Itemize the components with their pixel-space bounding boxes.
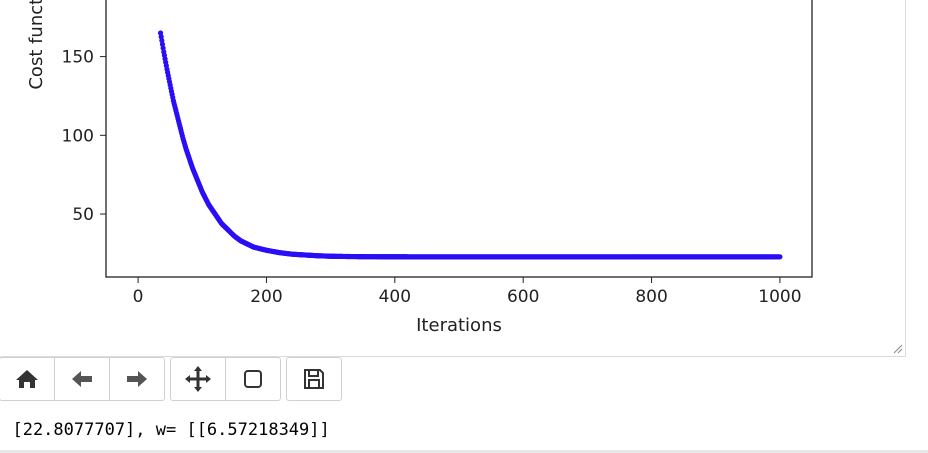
figure-toolbar [0, 357, 342, 403]
forward-button[interactable] [109, 357, 165, 401]
back-arrow-icon [72, 371, 92, 387]
nav-button-group [0, 357, 165, 403]
save-button-group [286, 357, 342, 403]
y-tick-label: 150 [62, 48, 94, 68]
home-button[interactable] [0, 357, 55, 401]
home-icon [16, 370, 38, 388]
cost-plot: 0 200 400 600 800 1000 50 100 150 Iterations Cost … [26, 0, 813, 336]
x-tick-label: 1000 [758, 287, 801, 307]
forward-arrow-icon [127, 371, 147, 387]
pan-button[interactable] [170, 357, 226, 401]
cell-output-text: : [22.8077707], w= [[6.57218349]] [0, 420, 330, 440]
x-tick-label: 800 [635, 287, 667, 307]
x-tick-label: 400 [379, 287, 411, 307]
tool-button-group [170, 357, 281, 403]
zoom-rect-button[interactable] [225, 357, 281, 401]
y-tick-label: 100 [62, 126, 94, 146]
y-axis-label: Cost function [26, 0, 47, 90]
resize-handle-icon[interactable] [893, 344, 903, 354]
pan-icon [185, 366, 211, 392]
back-button[interactable] [54, 357, 110, 401]
zoom-rect-icon [244, 370, 262, 388]
save-icon [304, 369, 324, 389]
x-axis-label: Iterations [416, 315, 502, 336]
save-button[interactable] [286, 357, 342, 401]
x-tick-label: 0 [133, 287, 144, 307]
y-tick-label: 50 [72, 205, 94, 225]
x-tick-label: 200 [250, 287, 282, 307]
figure-canvas: 0 200 400 600 800 1000 50 100 150 Iterations Cost … [0, 0, 906, 357]
data-point [777, 254, 783, 260]
plot-area-frame [105, 0, 813, 278]
bottom-divider [0, 450, 928, 453]
x-tick-label: 600 [507, 287, 539, 307]
